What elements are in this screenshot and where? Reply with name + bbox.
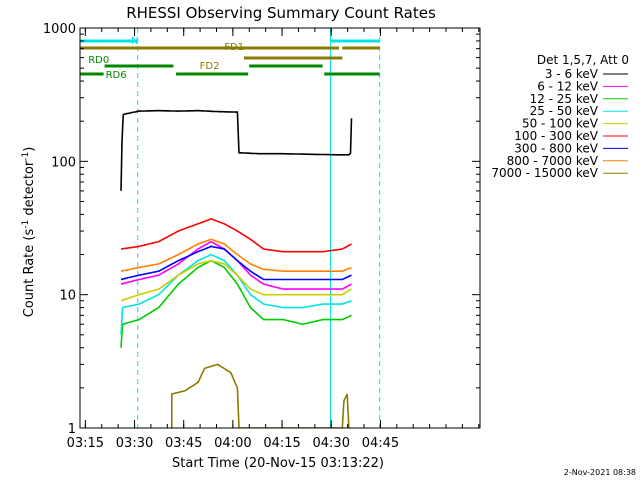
legend-label: 800 - 7000 keV bbox=[507, 154, 599, 168]
series-line bbox=[120, 259, 352, 302]
y-tick-label: 1 bbox=[68, 422, 76, 437]
x-axis-label: Start Time (20-Nov-15 03:13:22) bbox=[172, 456, 384, 471]
y-axis-label: Count Rate (s-1 detector-1) bbox=[21, 147, 37, 318]
x-tick-label: 03:15 bbox=[67, 436, 104, 451]
y-tick-label: 10 bbox=[59, 289, 76, 304]
legend-label: 300 - 800 keV bbox=[514, 141, 598, 155]
series-line bbox=[120, 245, 352, 281]
series-line bbox=[120, 218, 352, 253]
series-line bbox=[120, 259, 352, 348]
series-line bbox=[120, 109, 353, 191]
legend-label: 25 - 50 keV bbox=[530, 104, 599, 118]
annotation-layer bbox=[80, 28, 381, 428]
bar-label-rd6: RD6 bbox=[106, 70, 127, 81]
footer-timestamp: 2-Nov-2021 08:38 bbox=[564, 468, 636, 477]
y-tick-label: 100 bbox=[51, 155, 76, 170]
x-tick-label: 04:00 bbox=[214, 436, 251, 451]
legend-label: 3 - 6 keV bbox=[545, 67, 599, 81]
x-tick-label: 03:45 bbox=[165, 436, 202, 451]
x-tick-label: 04:30 bbox=[313, 436, 350, 451]
chart-title: RHESSI Observing Summary Count Rates bbox=[126, 4, 436, 22]
legend-label: 7000 - 15000 keV bbox=[491, 166, 598, 180]
y-tick-label: 1000 bbox=[43, 22, 76, 37]
plot-frame bbox=[79, 27, 481, 429]
bar-label-n: N bbox=[131, 36, 138, 47]
bar-label-fd1: FD1 bbox=[224, 42, 244, 53]
series-line bbox=[120, 238, 352, 272]
x-tick-label: 04:15 bbox=[263, 436, 300, 451]
axis-layer: 03:15 03:30 03:45 04:00 04:15 04:30 04:45 1 10 10… bbox=[43, 22, 480, 451]
legend-header: Det 1,5,7, Att 0 bbox=[537, 53, 629, 67]
bar-label-fd2: FD2 bbox=[200, 61, 220, 72]
series-layer bbox=[120, 109, 353, 428]
legend-label: 50 - 100 keV bbox=[522, 117, 599, 131]
legend-label: 12 - 25 keV bbox=[530, 92, 599, 106]
bar-label-rd0: RD0 bbox=[88, 55, 109, 66]
x-tick-label: 04:45 bbox=[362, 436, 399, 451]
legend-label: 6 - 12 keV bbox=[537, 79, 599, 93]
x-tick-label: 03:30 bbox=[116, 436, 153, 451]
legend-label: 100 - 300 keV bbox=[514, 129, 598, 143]
series-line bbox=[171, 363, 350, 428]
